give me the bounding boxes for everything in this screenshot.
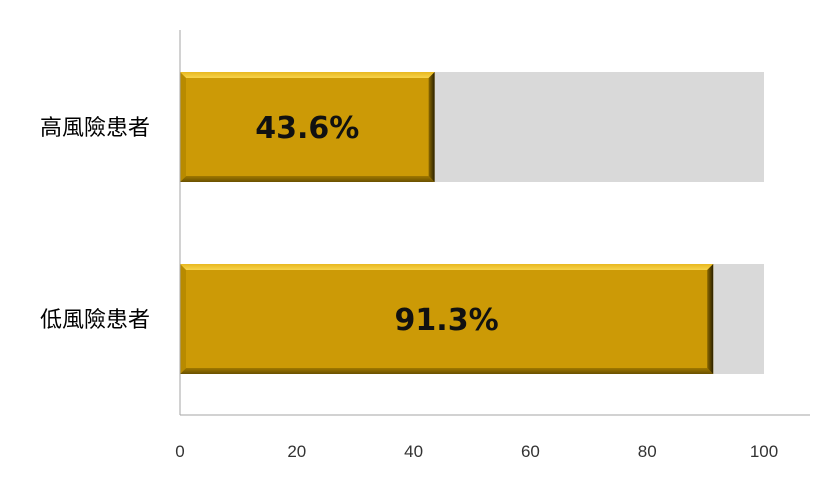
x-tick-label: 40 bbox=[404, 442, 423, 461]
x-tick-label: 60 bbox=[521, 442, 540, 461]
x-tick-label: 20 bbox=[287, 442, 306, 461]
x-tick-label: 0 bbox=[175, 442, 184, 461]
bar-bevel-bottom bbox=[180, 176, 435, 182]
bar-fill bbox=[180, 72, 435, 182]
bar-bevel-right bbox=[707, 264, 714, 374]
bar-bevel-right bbox=[428, 72, 435, 182]
bar-bevel-top bbox=[180, 72, 435, 78]
bar-bevel-bottom bbox=[180, 368, 714, 374]
x-tick-label: 100 bbox=[750, 442, 778, 461]
bar-fill bbox=[180, 264, 714, 374]
category-label: 高風險患者 bbox=[40, 116, 150, 141]
data-label: 43.6% bbox=[255, 111, 359, 146]
bar: 91.3% bbox=[180, 264, 714, 374]
bar-bevel-left bbox=[180, 72, 186, 182]
x-tick-label: 80 bbox=[638, 442, 657, 461]
category-label: 低風險患者 bbox=[40, 308, 150, 333]
data-label: 91.3% bbox=[395, 303, 499, 338]
bar-bevel-left bbox=[180, 264, 186, 374]
bar: 43.6% bbox=[180, 72, 435, 182]
bar-bevel-top bbox=[180, 264, 714, 270]
